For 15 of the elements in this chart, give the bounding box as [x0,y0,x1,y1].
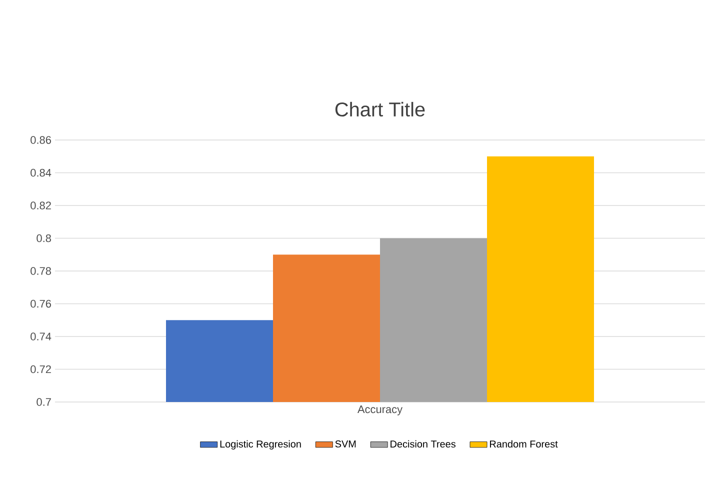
legend-label: Logistic Regresion [220,440,301,450]
y-tick-label: 0.76 [30,300,51,308]
chart-title: Chart Title [335,102,425,117]
legend-label: Random Forest [490,440,558,448]
y-tick-label: 0.78 [30,267,51,275]
x-tick-label: Accuracy [357,406,403,416]
y-tick-label: 0.72 [30,365,51,374]
legend-label: Decision Trees [390,440,456,448]
y-tick-label: 0.7 [36,398,51,406]
y-tick-label: 0.86 [30,136,51,144]
y-tick-label: 0.84 [30,168,52,177]
legend-label: SVM [335,440,356,448]
y-tick-label: 0.82 [30,202,51,210]
y-tick-label: 0.74 [30,332,52,340]
y-tick-label: 0.8 [36,234,51,242]
